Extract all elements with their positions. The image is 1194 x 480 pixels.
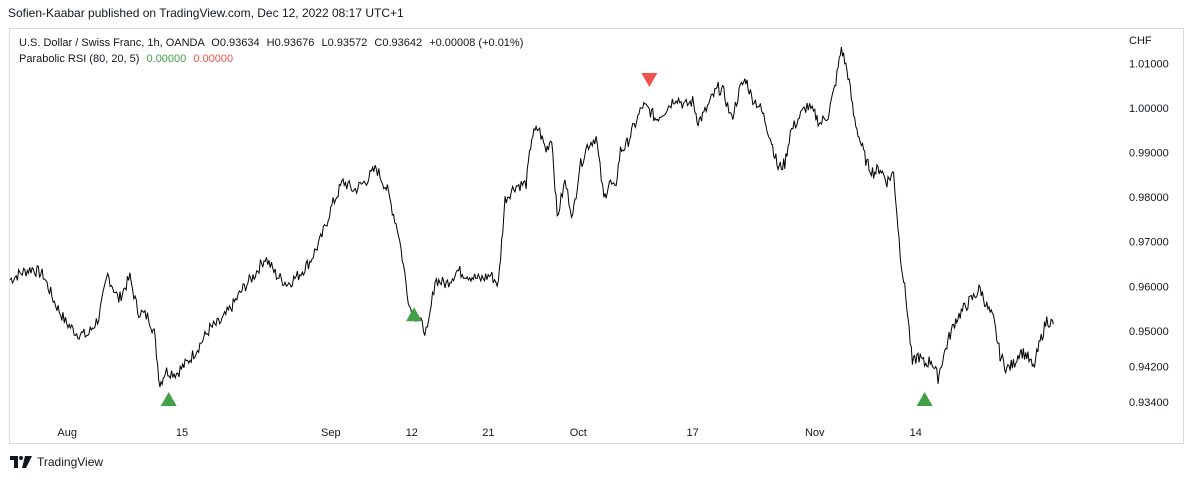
indicator-value-sell: 0.00000: [193, 53, 234, 65]
indicator-name[interactable]: Parabolic RSI (80, 20, 5): [19, 53, 140, 65]
y-tick-label: 0.95000: [1129, 326, 1169, 338]
price-series: [9, 46, 1054, 388]
y-tick-label: 0.99000: [1129, 148, 1169, 160]
x-tick-label: 17: [687, 427, 699, 439]
y-axis: 1.01000 1.00000 0.99000 0.98000 0.97000 0.960…: [1129, 58, 1169, 409]
symbol-name[interactable]: U.S. Dollar / Swiss Franc, 1h, OANDA: [19, 37, 205, 49]
open-value: O0.93634: [211, 37, 260, 49]
symbol-legend-row: U.S. Dollar / Swiss Franc, 1h, OANDA O0.…: [19, 35, 523, 51]
change-value: +0.00008 (+0.01%): [429, 37, 524, 49]
x-tick-label: 14: [910, 427, 922, 439]
x-tick-label: Oct: [570, 427, 587, 439]
x-tick-label: 15: [176, 427, 188, 439]
chart-legend: U.S. Dollar / Swiss Franc, 1h, OANDA O0.…: [19, 35, 523, 67]
axis-currency-label: CHF: [1129, 35, 1152, 47]
chart-frame: [9, 28, 1184, 444]
y-tick-label: 0.97000: [1129, 237, 1169, 249]
published-by-line: Sofien-Kaabar published on TradingView.c…: [8, 6, 404, 20]
sell-signal-marker: [641, 73, 658, 88]
indicator-value-buy: 0.00000: [146, 53, 187, 65]
low-value: L0.93572: [321, 37, 368, 49]
indicator-legend-row: Parabolic RSI (80, 20, 5) 0.00000 0.0000…: [19, 51, 523, 67]
buy-signal-marker: [160, 391, 177, 406]
footer-brand: TradingView: [37, 455, 104, 469]
y-tick-label: 0.94200: [1129, 362, 1169, 374]
tradingview-logo-icon: [10, 456, 32, 468]
x-tick-label: 12: [406, 427, 418, 439]
buy-signal-marker: [406, 307, 423, 322]
x-axis: Aug 15 Sep 12 21 Oct 17 Nov 14: [57, 427, 922, 439]
signal-markers: [160, 73, 933, 406]
y-tick-label: 1.00000: [1129, 103, 1169, 115]
x-tick-label: Aug: [57, 427, 77, 439]
close-value: C0.93642: [374, 37, 423, 49]
y-tick-label: 0.93400: [1129, 397, 1169, 409]
buy-signal-marker: [916, 391, 933, 406]
x-tick-label: Sep: [321, 427, 341, 439]
high-value: H0.93676: [266, 37, 315, 49]
x-tick-label: 21: [482, 427, 494, 439]
tradingview-footer: TradingView: [10, 455, 103, 469]
x-tick-label: Nov: [805, 427, 825, 439]
y-tick-label: 0.96000: [1129, 281, 1169, 293]
price-line: [9, 46, 1054, 388]
y-tick-label: 1.01000: [1129, 58, 1169, 70]
y-tick-label: 0.98000: [1129, 192, 1169, 204]
